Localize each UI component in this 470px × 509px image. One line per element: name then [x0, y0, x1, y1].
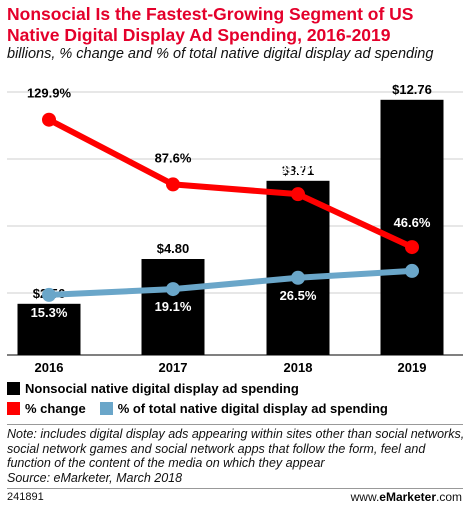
- legend-swatch-bar: [7, 382, 20, 395]
- pct-total-label: 15.3%: [31, 305, 68, 320]
- series-point-pct-change-2018: [291, 187, 305, 202]
- x-tick-label: 2016: [35, 360, 64, 375]
- bar-2019: [380, 99, 444, 355]
- bar-value-label: $8.71: [282, 163, 315, 178]
- legend-label-bar: Nonsocial native digital display ad spen…: [25, 381, 299, 396]
- bar-2017: [141, 259, 205, 355]
- series-point-pct-change-2016: [42, 112, 56, 127]
- pct-change-label: 46.6%: [394, 215, 431, 230]
- bar-value-label: $12.76: [392, 82, 432, 97]
- note-text: Note: includes digital display ads appea…: [7, 427, 465, 470]
- x-tick-label: 2017: [159, 360, 188, 375]
- brand-name: eMarketer: [379, 490, 436, 504]
- series-point-pct-change-2017: [166, 177, 180, 192]
- series-point-pct-total-2016: [42, 287, 56, 302]
- series-point-pct-total-2017: [166, 282, 180, 297]
- bar-2016: [17, 303, 81, 355]
- series-point-pct-change-2019: [405, 240, 419, 255]
- pct-change-label: 129.9%: [27, 86, 72, 101]
- bar-value-label: $4.80: [157, 241, 190, 256]
- pct-total-label: 19.1%: [155, 299, 192, 314]
- legend-label-pct-change: % change: [25, 401, 86, 416]
- pct-change-label: 87.6%: [155, 150, 192, 165]
- legend-swatch-pct-change: [7, 402, 20, 415]
- pct-change-label: 81.2%: [280, 162, 317, 177]
- divider-bottom: [7, 488, 463, 489]
- chart-plot: $2.56$4.80$8.71$12.76129.9%87.6%81.2%46.…: [7, 82, 463, 375]
- divider-top: [7, 424, 463, 425]
- legend-swatch-pct-total: [99, 402, 113, 415]
- legend-row-1: Nonsocial native digital display ad spen…: [7, 381, 299, 396]
- pct-total-label: 26.5%: [280, 288, 317, 303]
- chart-id: 241891: [7, 491, 44, 503]
- series-point-pct-total-2019: [405, 263, 419, 278]
- bar-2018: [266, 180, 330, 355]
- footnote: Note: includes digital display ads appea…: [7, 427, 467, 485]
- chart-subtitle: billions, % change and % of total native…: [7, 46, 434, 62]
- legend-label-pct-total: % of total native digital display ad spe…: [117, 401, 388, 416]
- brand-prefix: www.: [350, 490, 380, 504]
- series-line-pct-total: [46, 267, 415, 298]
- series-point-pct-total-2018: [291, 270, 305, 285]
- brand-url[interactable]: www.eMarketer.com: [351, 490, 462, 504]
- x-tick-label: 2018: [284, 360, 313, 375]
- chart-title: Nonsocial Is the Fastest-Growing Segment…: [7, 4, 414, 45]
- source-text: Source: eMarketer, March 2018: [7, 470, 183, 485]
- brand-suffix: .com: [435, 490, 462, 504]
- pct-total-label: 31.0%: [394, 281, 431, 296]
- legend-row-2: % change % of total native digital displ…: [7, 401, 388, 416]
- series-line-pct-change: [46, 116, 415, 251]
- x-tick-label: 2019: [398, 360, 427, 375]
